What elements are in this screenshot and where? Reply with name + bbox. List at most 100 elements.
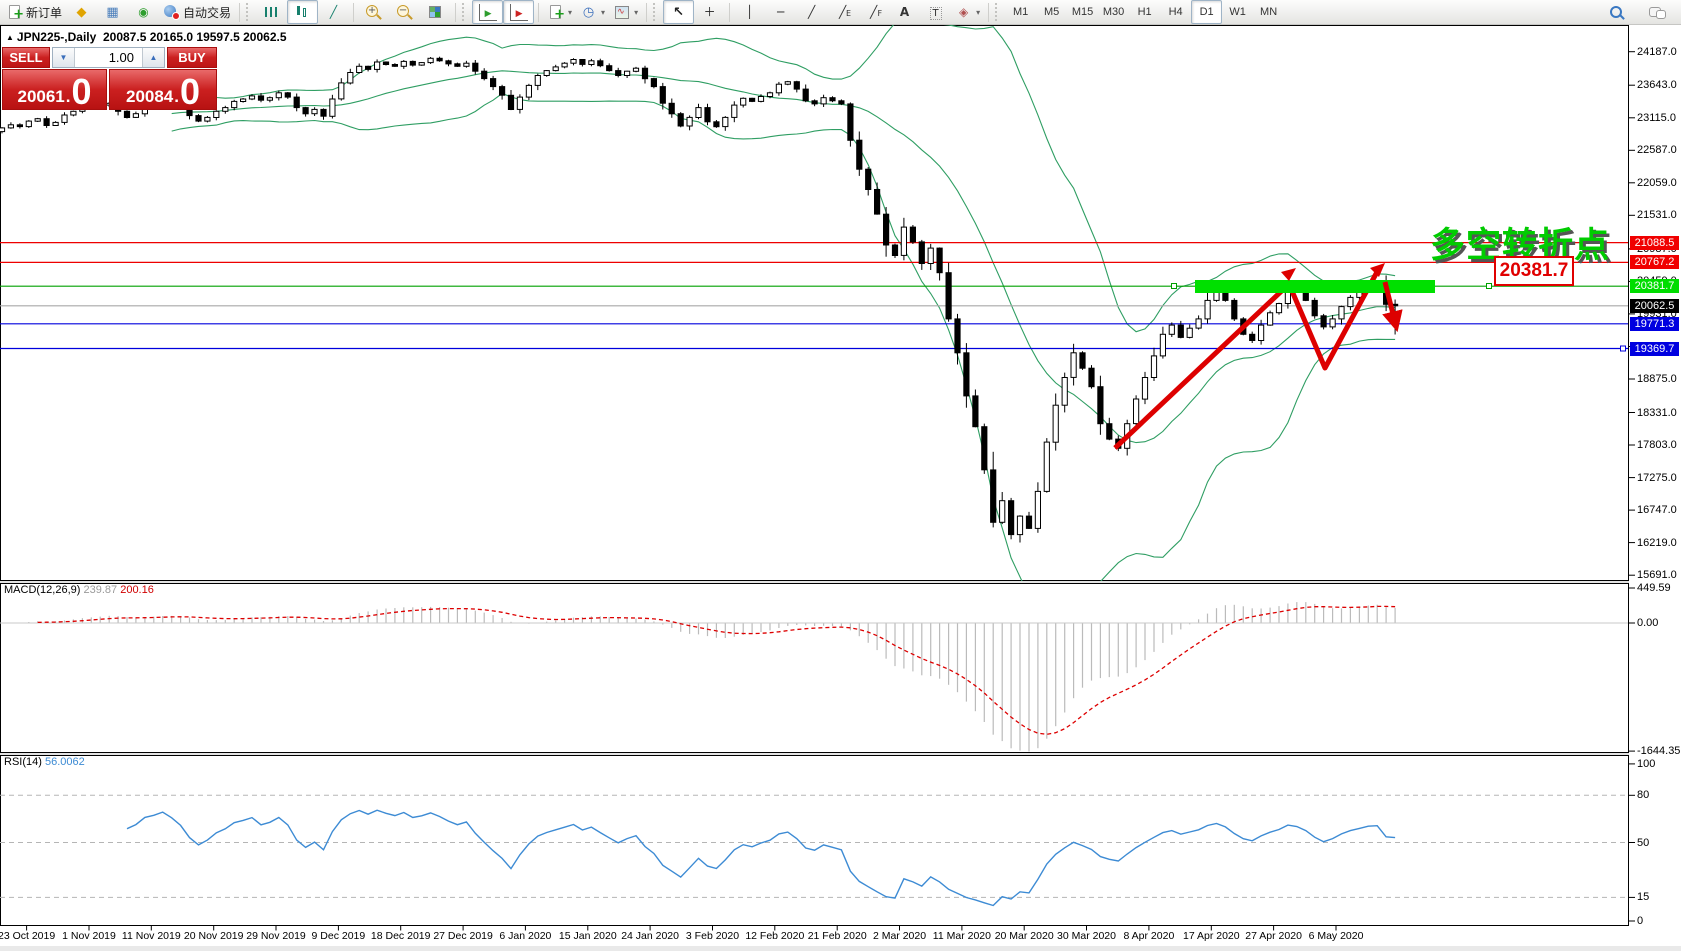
search-icon	[1608, 4, 1625, 20]
sell-price[interactable]: 20061. 0	[2, 69, 108, 112]
macd-signal-line	[37, 605, 1396, 735]
search-button[interactable]	[1601, 0, 1632, 24]
indicators-button[interactable]: ▾	[543, 0, 576, 24]
object-handles[interactable]	[1171, 283, 1626, 352]
text-label-icon	[927, 4, 944, 20]
timeframe-mn-button[interactable]: MN	[1260, 6, 1278, 18]
tile-windows-button[interactable]	[420, 0, 451, 24]
trend-arrows[interactable]	[1113, 270, 1380, 450]
fibonacci-retracement-button[interactable]	[858, 0, 889, 24]
arrows-dropdown-icon[interactable]: ▾	[976, 7, 981, 17]
volume-input[interactable]: 1.00	[108, 50, 134, 65]
zoom-in-icon	[365, 4, 382, 20]
timeframe-h1-button[interactable]: H1	[1137, 6, 1152, 18]
templates-dropdown-icon[interactable]: ▾	[634, 7, 639, 17]
cursor-button[interactable]	[663, 0, 695, 24]
macd-histogram	[10, 602, 1396, 752]
text-button[interactable]	[889, 0, 920, 24]
chart-shift-icon	[509, 3, 528, 21]
arrows-icon	[955, 4, 972, 20]
horizontal-line-button[interactable]	[765, 0, 796, 24]
price-callout-label[interactable]: 20381.7	[1494, 256, 1574, 286]
mql-editor-icon	[73, 4, 90, 20]
chart-shift-button[interactable]	[503, 0, 535, 24]
rsi-indicator-label: RSI(14) 56.0062	[4, 756, 85, 768]
signals-button[interactable]	[128, 0, 159, 24]
timeframe-d1-button[interactable]: D1	[1191, 0, 1223, 24]
crosshair-button[interactable]	[694, 0, 725, 24]
volume-down-button[interactable]: ▼	[53, 48, 75, 67]
ohlc-readout: 20087.5 20165.0 19597.5 20062.5	[102, 30, 287, 44]
market-overview-icon	[104, 4, 121, 20]
timeframe-w1-button[interactable]: W1	[1229, 6, 1246, 18]
zoom-out-button[interactable]	[389, 0, 420, 24]
horizontal-line-icon	[772, 4, 789, 20]
vertical-line-button[interactable]	[734, 0, 765, 24]
equidistant-channel-button[interactable]	[827, 0, 858, 24]
resistance-band[interactable]	[1195, 280, 1435, 293]
line-chart-button[interactable]	[318, 0, 349, 24]
window-bottom-edge	[0, 946, 1681, 951]
candlestick-chart-button[interactable]	[287, 0, 319, 24]
trend-arrowheads	[1281, 263, 1403, 333]
auto-scroll-button[interactable]	[472, 0, 504, 24]
equidistant-channel-icon	[834, 4, 851, 22]
trend-line-icon	[803, 4, 820, 20]
cursor-icon	[670, 4, 687, 20]
mql-editor-button[interactable]	[66, 0, 97, 24]
text-icon	[896, 4, 913, 20]
volume-up-button[interactable]: ▲	[142, 48, 164, 67]
auto-trading-label: 自动交易	[183, 5, 232, 20]
indicators-dropdown-icon[interactable]: ▾	[568, 7, 573, 17]
line-chart-icon	[325, 4, 342, 20]
pane-borders	[0, 25, 1629, 926]
buy-price[interactable]: 20084. 0	[109, 69, 217, 110]
templates-icon	[613, 4, 630, 20]
macd-indicator-label: MACD(12,26,9) 239.87 200.16	[4, 584, 154, 596]
templates-button[interactable]: ▾	[609, 0, 642, 24]
one-click-trade-panel: SELL ▼ 1.00 ▲ BUY 20061. 0 20084. 0	[2, 47, 217, 110]
trend-line-button[interactable]	[796, 0, 827, 24]
timeframe-h4-button[interactable]: H4	[1168, 6, 1183, 18]
sell-price-int: 20061	[17, 87, 65, 106]
auto-trading-button[interactable]: 自动交易	[159, 0, 235, 24]
pane-splitter[interactable]	[0, 581, 1629, 583]
auto-trading-icon	[163, 4, 181, 20]
symbol-icon: ▲	[6, 33, 14, 42]
pane-splitter[interactable]	[0, 753, 1629, 755]
periods-button[interactable]: ▾	[576, 0, 609, 24]
rsi-line	[126, 809, 1396, 907]
periods-dropdown-icon[interactable]: ▾	[601, 7, 606, 17]
indicators-icon	[547, 4, 565, 23]
buy-button[interactable]: BUY	[167, 47, 217, 68]
tile-windows-icon	[427, 4, 444, 20]
candlestick-series	[0, 56, 1399, 543]
timeframe-m5-button[interactable]: M5	[1043, 6, 1060, 18]
timeframe-m30-button[interactable]: M30	[1102, 6, 1125, 18]
bollinger-bands	[171, 25, 1396, 581]
new-order-label: 新订单	[26, 5, 63, 20]
bar-chart-button[interactable]	[256, 0, 287, 24]
market-overview-button[interactable]	[97, 0, 128, 24]
sell-price-frac: 0	[71, 71, 92, 112]
zoom-in-button[interactable]	[358, 0, 389, 24]
crosshair-icon	[701, 4, 718, 20]
axis-ticks	[26, 51, 1635, 931]
text-label-button[interactable]	[920, 0, 951, 24]
candlestick-chart-icon	[294, 4, 311, 20]
arrows-button[interactable]: ▾	[951, 0, 984, 24]
zoom-out-icon	[396, 4, 413, 20]
timeframe-m15-button[interactable]: M15	[1071, 6, 1094, 18]
periods-icon	[580, 4, 597, 20]
volume-stepper: ▼ 1.00 ▲	[52, 47, 165, 68]
sell-button[interactable]: SELL	[2, 47, 50, 68]
chat-button[interactable]	[1642, 0, 1673, 24]
symbol-period-label: JPN225-,Daily	[16, 30, 97, 44]
auto-scroll-icon	[478, 3, 497, 21]
timeframe-m1-button[interactable]: M1	[1012, 6, 1029, 18]
new-order-icon	[6, 4, 24, 23]
signals-icon	[135, 4, 152, 20]
new-order-button[interactable]: 新订单	[2, 0, 66, 24]
